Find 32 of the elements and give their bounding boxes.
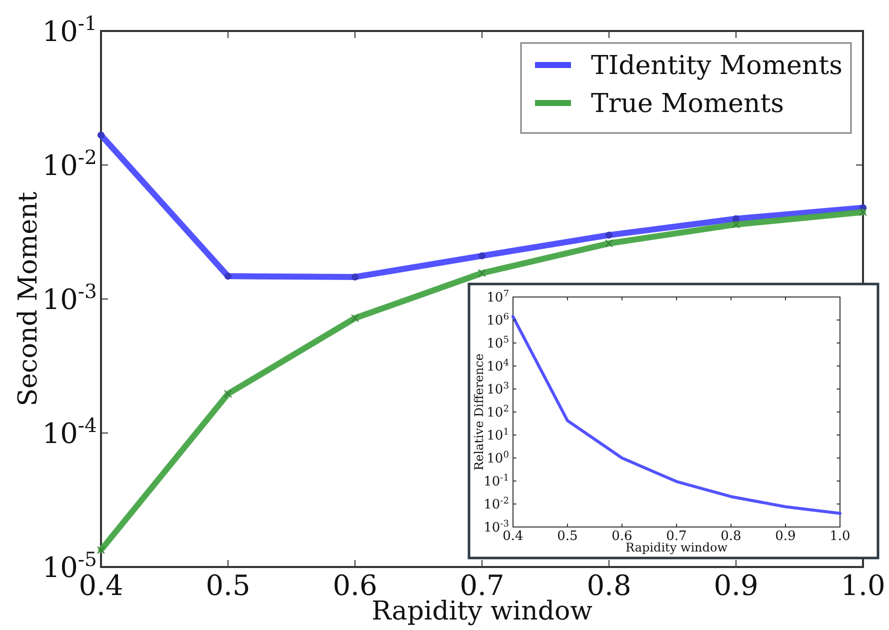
y-axis-title: Relative Difference (472, 354, 486, 470)
point (351, 314, 359, 322)
y-tick-label: 10$^{-1}$ (42, 11, 97, 48)
legend-label: True Moments (591, 89, 784, 119)
point (478, 269, 486, 278)
x-tick-label: 1.0 (840, 569, 886, 602)
x-tick-label: 0.5 (557, 529, 578, 544)
y-tick-label: 10$^{2}$ (486, 404, 509, 421)
legend-label: TIdentity Moments (591, 51, 842, 81)
y-tick-label: 10$^{-4}$ (42, 413, 97, 450)
y-tick-label: 10$^{1}$ (486, 428, 509, 444)
point (605, 239, 613, 248)
x-tick-label: 1.0 (830, 529, 850, 544)
x-tick-label: 0.9 (775, 529, 796, 544)
y-tick-label: 10$^{7}$ (486, 290, 510, 306)
y-axis-title: Second Moment (14, 191, 44, 406)
point (732, 220, 740, 228)
x-tick-label: 0.4 (502, 529, 524, 544)
y-tick-label: 10$^{4}$ (486, 358, 510, 375)
y-tick-label: 10$^{3}$ (486, 382, 510, 398)
line-series (512, 315, 842, 515)
point (859, 208, 867, 216)
y-tick-label: 10$^{-2}$ (42, 145, 97, 182)
point (224, 390, 232, 398)
x-tick-label: 0.5 (206, 569, 250, 602)
y-tick-label: 10$^{-1}$ (484, 474, 509, 490)
y-tick-label: 10$^{5}$ (486, 336, 510, 352)
y-tick-label: 10$^{6}$ (486, 312, 510, 329)
y-tick-label: 10$^{0}$ (486, 450, 510, 467)
y-tick-label: 10$^{-3}$ (42, 279, 97, 316)
x-tick-label: 0.9 (714, 569, 758, 602)
y-tick-label: 10$^{-2}$ (484, 496, 509, 513)
